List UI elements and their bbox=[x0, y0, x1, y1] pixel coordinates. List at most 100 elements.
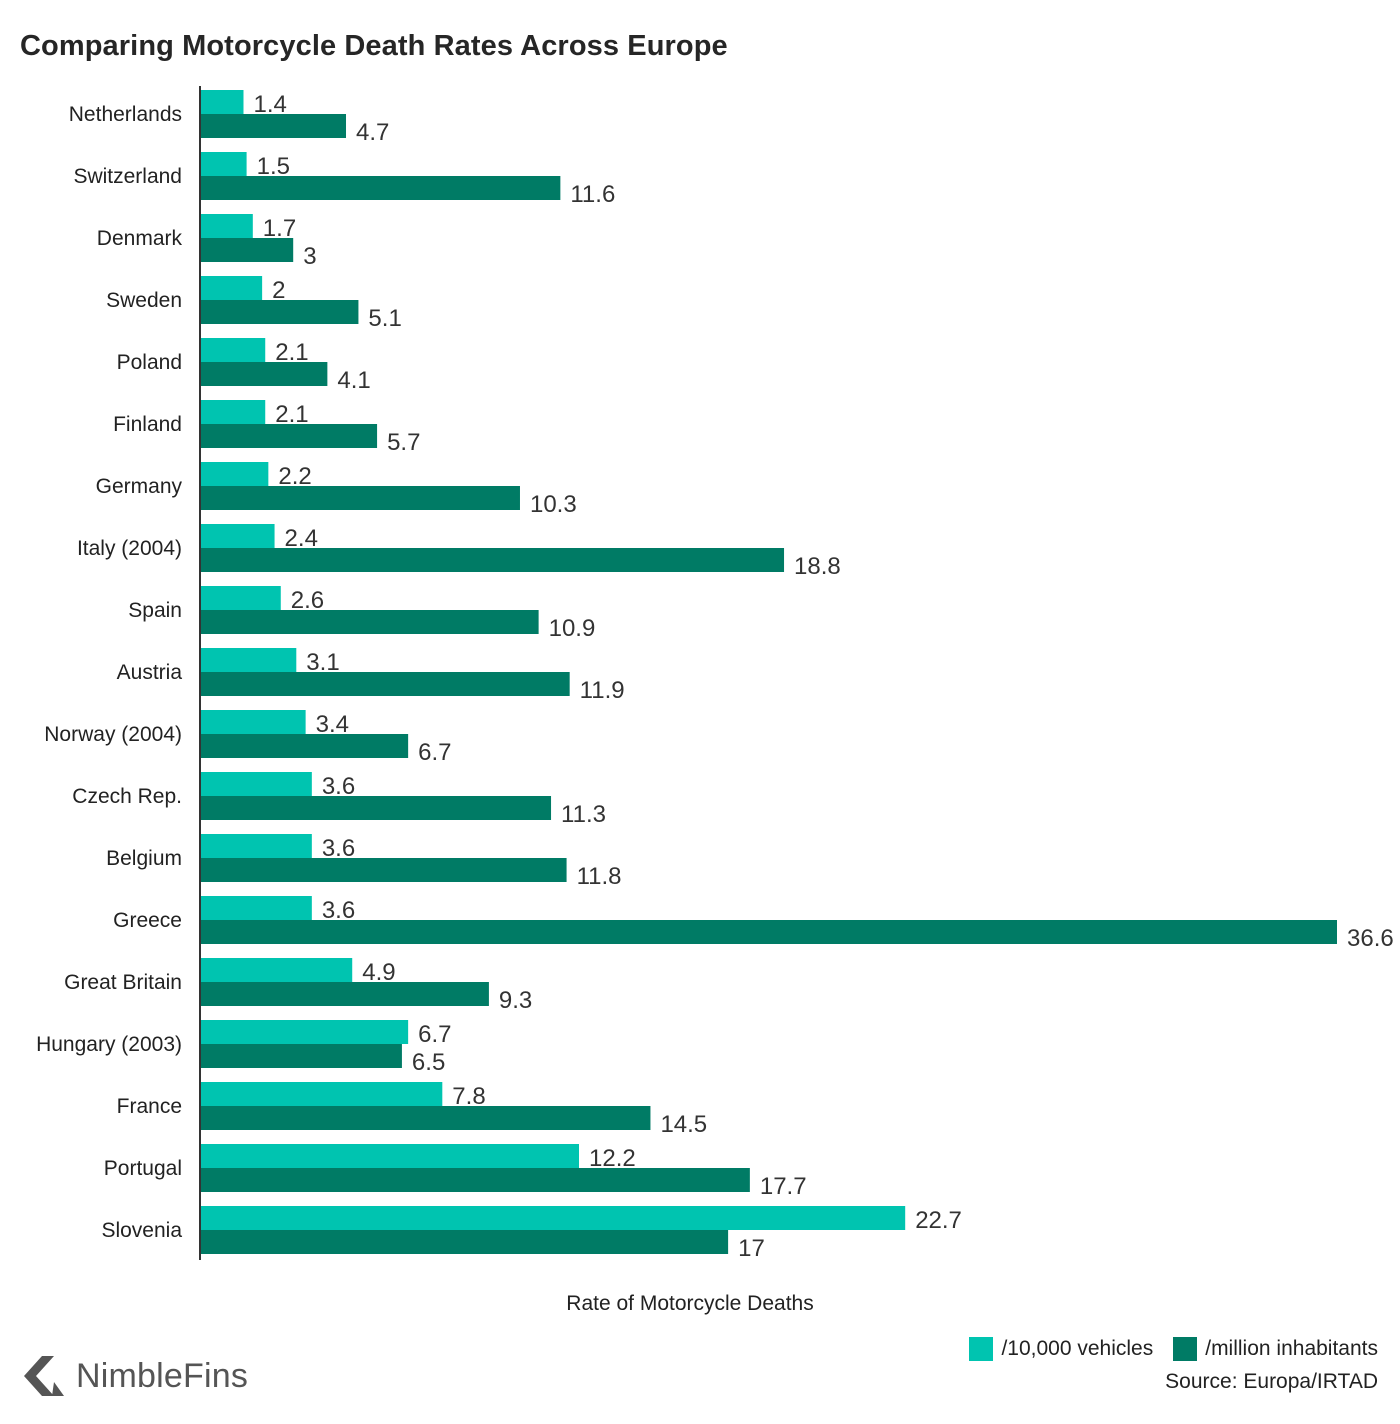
bar-inhabitants-sweden bbox=[200, 300, 359, 324]
bar-inhabitants-great-britain bbox=[200, 982, 489, 1006]
value-label-inhabitants-greece: 36.6 bbox=[1347, 925, 1394, 952]
value-label-inhabitants-sweden: 5.1 bbox=[368, 305, 401, 332]
value-label-inhabitants-poland: 4.1 bbox=[337, 367, 370, 394]
bar-inhabitants-finland bbox=[200, 424, 378, 448]
bar-vehicles-germany bbox=[200, 462, 269, 486]
bar-inhabitants-norway-2004 bbox=[200, 734, 409, 758]
bar-inhabitants-spain bbox=[200, 610, 539, 634]
legend-label-inhabitants: /million inhabitants bbox=[1205, 1337, 1378, 1360]
category-label-finland: Finland bbox=[113, 413, 182, 436]
bar-vehicles-sweden bbox=[200, 276, 263, 300]
bar-vehicles-finland bbox=[200, 400, 266, 424]
value-label-inhabitants-great-britain: 9.3 bbox=[499, 987, 532, 1014]
chart-title: Comparing Motorcycle Death Rates Across … bbox=[20, 30, 728, 62]
bar-inhabitants-czech-rep bbox=[200, 796, 552, 820]
bar-inhabitants-netherlands bbox=[200, 114, 347, 138]
category-label-greece: Greece bbox=[113, 909, 182, 932]
category-label-portugal: Portugal bbox=[104, 1157, 182, 1180]
legend-swatch-vehicles bbox=[969, 1337, 994, 1361]
value-label-vehicles-sweden: 2 bbox=[272, 277, 285, 304]
bar-vehicles-portugal bbox=[200, 1144, 579, 1168]
legend-swatch-inhabitants bbox=[1173, 1337, 1198, 1361]
value-label-inhabitants-spain: 10.9 bbox=[549, 615, 596, 642]
value-label-inhabitants-hungary-2003: 6.5 bbox=[412, 1049, 445, 1076]
legend-label-vehicles: /10,000 vehicles bbox=[1001, 1337, 1154, 1360]
bar-vehicles-slovenia bbox=[200, 1206, 906, 1230]
bar-inhabitants-germany bbox=[200, 486, 520, 510]
category-label-czech-rep: Czech Rep. bbox=[72, 785, 182, 808]
value-label-inhabitants-portugal: 17.7 bbox=[760, 1173, 807, 1200]
bar-vehicles-netherlands bbox=[200, 90, 244, 114]
legend-item-inhabitants: /million inhabitants bbox=[1173, 1337, 1378, 1361]
nimblefins-logo: NimbleFins bbox=[20, 1356, 248, 1396]
category-label-poland: Poland bbox=[117, 351, 182, 374]
value-label-vehicles-france: 7.8 bbox=[452, 1083, 485, 1110]
category-label-norway-2004: Norway (2004) bbox=[44, 723, 182, 746]
value-label-vehicles-italy-2004: 2.4 bbox=[285, 525, 318, 552]
category-label-switzerland: Switzerland bbox=[73, 165, 182, 188]
value-label-inhabitants-finland: 5.7 bbox=[387, 429, 420, 456]
bar-vehicles-switzerland bbox=[200, 152, 247, 176]
bar-vehicles-france bbox=[200, 1082, 443, 1106]
bar-inhabitants-portugal bbox=[200, 1168, 750, 1192]
bar-inhabitants-italy-2004 bbox=[200, 548, 785, 572]
bar-vehicles-denmark bbox=[200, 214, 253, 238]
value-label-vehicles-austria: 3.1 bbox=[306, 649, 339, 676]
value-label-inhabitants-netherlands: 4.7 bbox=[356, 119, 389, 146]
bar-vehicles-hungary-2003 bbox=[200, 1020, 409, 1044]
category-label-hungary-2003: Hungary (2003) bbox=[36, 1033, 182, 1056]
category-label-great-britain: Great Britain bbox=[64, 971, 182, 994]
bar-vehicles-greece bbox=[200, 896, 312, 920]
category-label-belgium: Belgium bbox=[106, 847, 182, 870]
value-label-inhabitants-italy-2004: 18.8 bbox=[794, 553, 841, 580]
value-label-inhabitants-belgium: 11.8 bbox=[577, 863, 622, 890]
value-label-vehicles-germany: 2.2 bbox=[278, 463, 311, 490]
bar-inhabitants-slovenia bbox=[200, 1230, 729, 1254]
bar-chart: 1.4 4.7 Netherlands 1.5 11.6 Switzerland 1.7 3 D… bbox=[36, 86, 1394, 1262]
value-label-vehicles-denmark: 1.7 bbox=[263, 215, 296, 242]
category-label-slovenia: Slovenia bbox=[101, 1219, 182, 1242]
bar-vehicles-spain bbox=[200, 586, 281, 610]
bar-vehicles-austria bbox=[200, 648, 297, 672]
bar-inhabitants-poland bbox=[200, 362, 328, 386]
bar-inhabitants-denmark bbox=[200, 238, 294, 262]
value-label-vehicles-poland: 2.1 bbox=[275, 339, 308, 366]
category-label-sweden: Sweden bbox=[106, 289, 182, 312]
bar-inhabitants-greece bbox=[200, 920, 1337, 944]
value-label-vehicles-hungary-2003: 6.7 bbox=[418, 1021, 451, 1048]
category-label-denmark: Denmark bbox=[97, 227, 183, 250]
bar-inhabitants-belgium bbox=[200, 858, 567, 882]
value-label-vehicles-netherlands: 1.4 bbox=[253, 91, 286, 118]
value-label-inhabitants-france: 14.5 bbox=[660, 1111, 707, 1138]
bar-vehicles-czech-rep bbox=[200, 772, 312, 796]
value-label-inhabitants-norway-2004: 6.7 bbox=[418, 739, 451, 766]
value-label-vehicles-finland: 2.1 bbox=[275, 401, 308, 428]
bar-inhabitants-austria bbox=[200, 672, 570, 696]
bar-vehicles-poland bbox=[200, 338, 266, 362]
logo-text: NimbleFins bbox=[76, 1356, 249, 1395]
value-label-vehicles-slovenia: 22.7 bbox=[915, 1207, 962, 1234]
value-label-inhabitants-slovenia: 17 bbox=[738, 1235, 765, 1262]
value-label-vehicles-czech-rep: 3.6 bbox=[322, 773, 355, 800]
category-label-italy-2004: Italy (2004) bbox=[77, 537, 182, 560]
category-label-netherlands: Netherlands bbox=[69, 103, 182, 126]
value-label-vehicles-spain: 2.6 bbox=[291, 587, 324, 614]
legend-item-vehicles: /10,000 vehicles bbox=[969, 1337, 1153, 1361]
value-label-inhabitants-switzerland: 11.6 bbox=[570, 181, 615, 208]
bar-vehicles-norway-2004 bbox=[200, 710, 306, 734]
bar-vehicles-belgium bbox=[200, 834, 312, 858]
legend: /10,000 vehicles /million inhabitants bbox=[949, 1337, 1378, 1361]
value-label-vehicles-norway-2004: 3.4 bbox=[316, 711, 349, 738]
x-axis-label-text: Rate of Motorcycle Deaths bbox=[566, 1292, 814, 1315]
nimblefins-chevron-icon bbox=[24, 1356, 64, 1396]
bar-inhabitants-hungary-2003 bbox=[200, 1044, 402, 1068]
category-label-germany: Germany bbox=[96, 475, 183, 498]
value-label-vehicles-portugal: 12.2 bbox=[589, 1145, 636, 1172]
bar-vehicles-italy-2004 bbox=[200, 524, 275, 548]
value-label-vehicles-belgium: 3.6 bbox=[322, 835, 355, 862]
bar-vehicles-great-britain bbox=[200, 958, 353, 982]
value-label-vehicles-greece: 3.6 bbox=[322, 897, 355, 924]
category-label-france: France bbox=[117, 1095, 182, 1118]
category-label-austria: Austria bbox=[117, 661, 183, 684]
category-label-spain: Spain bbox=[128, 599, 182, 622]
